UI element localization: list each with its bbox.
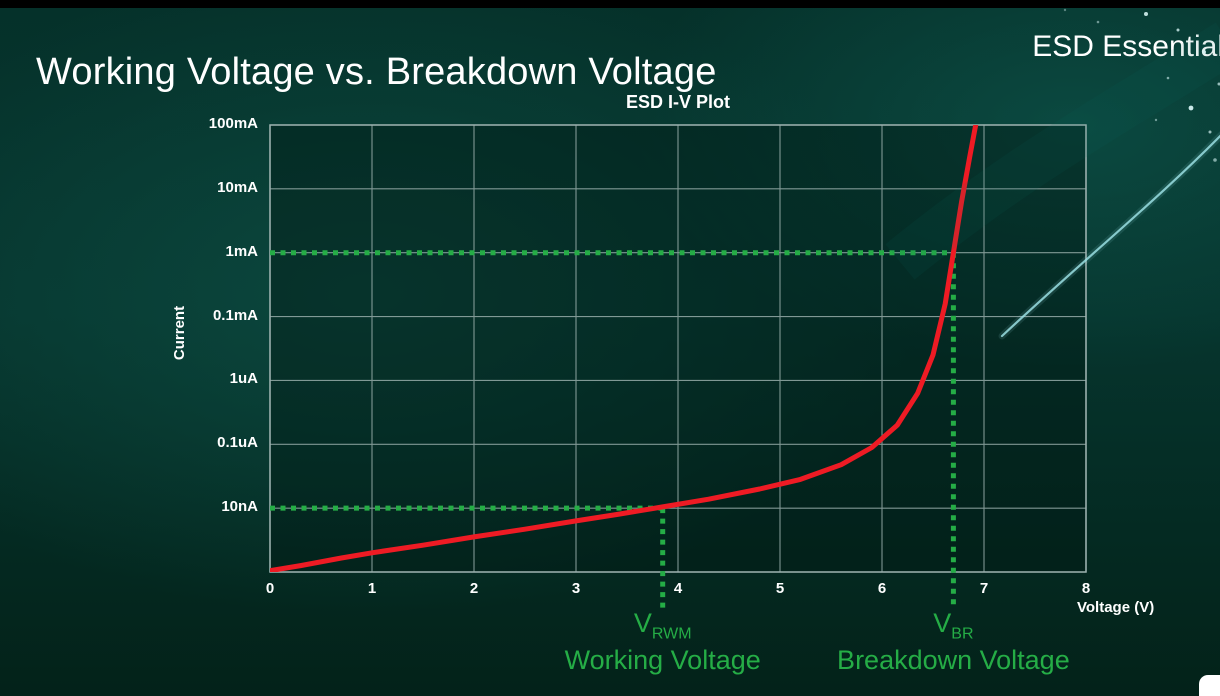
- working-voltage-symbol: VRWM: [633, 608, 692, 643]
- x-tick-label: 0: [265, 580, 275, 597]
- y-tick-label: 0.1mA: [212, 306, 258, 324]
- y-tick-label: 0.1uA: [217, 434, 258, 452]
- brand-text: ESD Essential: [1032, 30, 1220, 63]
- top-black-bar: [0, 0, 1220, 8]
- light-arc-glow: [998, 131, 1220, 340]
- breakdown-voltage-callout: VBR Breakdown Voltage: [837, 610, 1070, 676]
- y-tick-label: 1uA: [229, 370, 258, 388]
- x-tick-label: 2: [469, 580, 479, 597]
- chart-title: ESD I-V Plot: [625, 92, 730, 112]
- x-tick-label: 8: [1081, 580, 1091, 597]
- grid-lines: [269, 124, 1087, 573]
- plot-border: [269, 124, 1087, 573]
- x-tick-label: 7: [979, 580, 989, 597]
- breakdown-marker-lines: [270, 250, 956, 608]
- y-tick-label: 10mA: [217, 178, 258, 196]
- light-arc: [1000, 134, 1220, 338]
- working-voltage-callout: VRWM Working Voltage: [565, 610, 761, 676]
- background-swoosh: [885, 22, 1220, 280]
- x-tick-label: 5: [775, 580, 785, 597]
- page-title: Working Voltage vs. Breakdown Voltage: [36, 51, 717, 94]
- breakdown-voltage-label: Breakdown Voltage: [837, 645, 1070, 676]
- x-tick-label: 4: [673, 580, 683, 597]
- y-tick-label: 1mA: [225, 242, 258, 260]
- y-tick-label: 10nA: [221, 498, 258, 516]
- plot-background: [270, 125, 1086, 572]
- screen-corner-artifact: [1199, 675, 1220, 696]
- breakdown-voltage-symbol: VBR: [933, 608, 974, 643]
- y-tick-label: 100mA: [208, 115, 258, 132]
- working-voltage-label: Working Voltage: [564, 645, 761, 676]
- iv-curve: [270, 125, 979, 572]
- x-axis-title: Voltage (V): [1077, 599, 1155, 616]
- x-tick-label: 6: [877, 580, 887, 597]
- x-tick-label: 3: [571, 580, 581, 597]
- x-tick-label: 1: [367, 580, 377, 597]
